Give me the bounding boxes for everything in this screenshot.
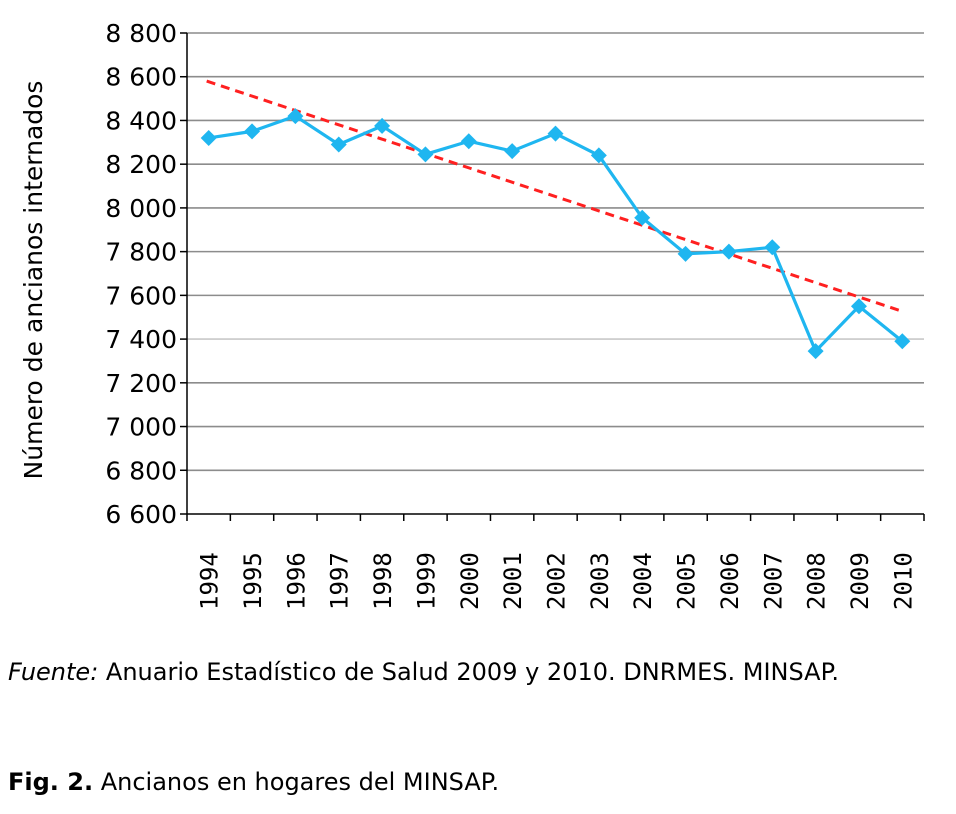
- data-point: [807, 343, 824, 360]
- data-point: [764, 239, 781, 256]
- data-series: [200, 108, 911, 360]
- y-tick-label: 8 000: [105, 194, 177, 223]
- x-axis-ticks: 1994 1995 1996 1997 1998 1999 2000 2001 2002 2003…: [186, 514, 925, 610]
- trendline-line: [206, 79, 901, 313]
- y-tick-label: 8 200: [105, 150, 177, 179]
- data-point: [200, 129, 217, 146]
- data-point: [244, 123, 261, 140]
- x-tick-label: 2004: [629, 552, 657, 610]
- y-tick-label: 7 600: [105, 281, 177, 310]
- x-tick-label: 2009: [846, 552, 874, 610]
- x-tick-label: 1996: [282, 552, 310, 610]
- source-label: Fuente:: [8, 658, 99, 686]
- figure-label: Fig. 2.: [8, 768, 94, 796]
- series-line: [208, 114, 904, 353]
- data-point: [634, 209, 651, 226]
- data-point: [850, 298, 867, 315]
- y-tick-label: 8 600: [105, 63, 177, 92]
- gridlines: [187, 32, 924, 472]
- data-point: [720, 243, 737, 260]
- x-tick-label: 1997: [326, 552, 354, 610]
- data-point: [677, 245, 694, 262]
- data-point: [894, 333, 911, 350]
- data-point: [374, 117, 391, 134]
- axes: [186, 33, 924, 515]
- y-tick-label: 7 400: [105, 325, 177, 354]
- y-tick-label: 8 800: [105, 19, 177, 48]
- data-point: [590, 147, 607, 164]
- y-tick-label: 6 600: [105, 500, 177, 529]
- y-tick-label: 8 400: [105, 106, 177, 135]
- trendline: [206, 79, 901, 313]
- x-tick-label: 2002: [543, 552, 571, 610]
- x-tick-label: 2005: [673, 552, 701, 610]
- line-chart: 6 600 6 800 7 000 7 200 7 400 7 600 7 800 8 000…: [19, 19, 925, 610]
- data-point: [547, 125, 564, 142]
- x-tick-label: 1999: [412, 552, 440, 610]
- x-tick-label: 2000: [456, 552, 484, 610]
- x-tick-label: 2010: [889, 552, 917, 610]
- data-point: [417, 146, 434, 163]
- data-point: [330, 136, 347, 153]
- y-tick-label: 7 000: [105, 413, 177, 442]
- data-point: [460, 133, 477, 150]
- y-tick-label: 7 800: [105, 238, 177, 267]
- figure-caption: Fig. 2. Ancianos en hogares del MINSAP.: [8, 766, 499, 798]
- x-tick-label: 2006: [716, 552, 744, 610]
- y-axis-ticks: 6 600 6 800 7 000 7 200 7 400 7 600 7 800 8 000…: [105, 19, 187, 529]
- y-tick-label: 6 800: [105, 456, 177, 485]
- data-point: [504, 143, 521, 160]
- source-text: Anuario Estadístico de Salud 2009 y 2010…: [98, 658, 839, 686]
- x-tick-label: 2003: [586, 552, 614, 610]
- figure-text: Ancianos en hogares del MINSAP.: [93, 768, 500, 796]
- x-tick-label: 1998: [369, 552, 397, 610]
- x-tick-label: 2007: [759, 552, 787, 610]
- source-caption: Fuente: Anuario Estadístico de Salud 200…: [8, 656, 948, 688]
- x-tick-label: 1994: [196, 552, 224, 610]
- data-point: [287, 108, 304, 125]
- x-tick-label: 1995: [239, 552, 267, 610]
- x-tick-label: 2008: [803, 552, 831, 610]
- x-tick-label: 2001: [499, 552, 527, 610]
- y-tick-label: 7 200: [105, 369, 177, 398]
- y-axis-label: Número de ancianos internados: [19, 81, 48, 480]
